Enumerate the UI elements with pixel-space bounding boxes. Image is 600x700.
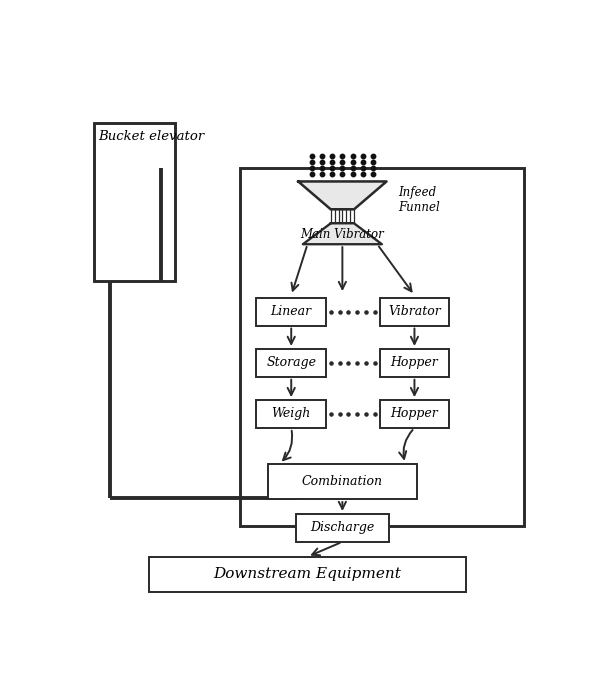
Text: Linear: Linear	[271, 305, 312, 318]
FancyBboxPatch shape	[94, 123, 175, 281]
FancyBboxPatch shape	[240, 167, 524, 526]
FancyBboxPatch shape	[256, 349, 326, 377]
FancyBboxPatch shape	[296, 514, 389, 542]
Text: Hopper: Hopper	[391, 356, 439, 370]
Text: Vibrator: Vibrator	[388, 305, 441, 318]
FancyBboxPatch shape	[268, 463, 417, 499]
Text: Downstream Equipment: Downstream Equipment	[214, 568, 401, 582]
FancyBboxPatch shape	[256, 400, 326, 428]
FancyBboxPatch shape	[380, 400, 449, 428]
Text: Discharge: Discharge	[310, 522, 374, 534]
Text: Main Vibrator: Main Vibrator	[301, 228, 384, 242]
FancyBboxPatch shape	[380, 298, 449, 326]
FancyBboxPatch shape	[380, 349, 449, 377]
Text: Infeed
Funnel: Infeed Funnel	[398, 186, 440, 214]
FancyBboxPatch shape	[149, 556, 466, 592]
Text: Hopper: Hopper	[391, 407, 439, 421]
Polygon shape	[303, 223, 382, 244]
Text: Weigh: Weigh	[272, 407, 311, 421]
Polygon shape	[298, 181, 386, 209]
Text: Bucket elevator: Bucket elevator	[98, 130, 205, 143]
Text: Combination: Combination	[302, 475, 383, 488]
Text: Storage: Storage	[266, 356, 316, 370]
FancyBboxPatch shape	[256, 298, 326, 326]
